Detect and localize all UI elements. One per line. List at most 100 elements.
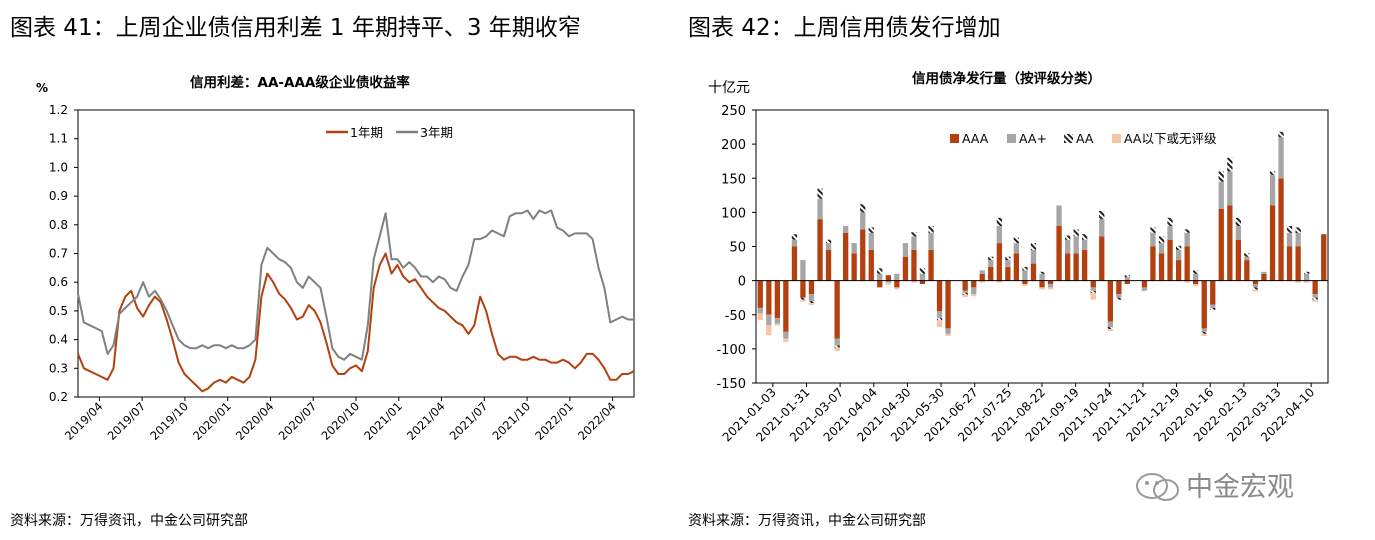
bar-segment-aa [928, 226, 934, 233]
bar-segment-aaa [911, 249, 917, 281]
y-tick-label: -100 [716, 343, 746, 358]
bar-segment-aa-plus [1201, 328, 1207, 332]
bar-segment-aa [1304, 271, 1310, 274]
bar-segment-aaa [1141, 280, 1148, 288]
y-tick-label: -150 [716, 377, 746, 392]
legend-label: 3年期 [420, 125, 453, 140]
bar-segment-aa-plus [1141, 287, 1148, 291]
bar-segment-aa-plus [1252, 284, 1259, 288]
left-source-note: 资料来源：万得资讯，中金公司研究部 [10, 513, 248, 529]
bar-segment-aa-plus [1278, 137, 1284, 179]
bar-segment-aa [1269, 171, 1276, 175]
bar-segment-aa [817, 188, 823, 199]
bar-segment-aa [1124, 275, 1130, 278]
legend-swatch [1007, 134, 1016, 143]
y-tick-label: 150 [721, 172, 746, 187]
bar-segment-aaa [1278, 178, 1284, 281]
left-figure-heading: 图表 41：上周企业债信用利差 1 年期持平、3 年期收窄 [10, 15, 581, 41]
bar-segment-aa-plus [1304, 273, 1310, 281]
bar-segment-aa [1235, 217, 1241, 226]
bar-segment-aa [1252, 287, 1259, 290]
legend-label: 1年期 [350, 125, 383, 140]
bar-segment-aa [877, 268, 883, 274]
y-axis-unit: 十亿元 [708, 80, 750, 96]
bar-segment-aa [1167, 217, 1173, 226]
legend-label: AAA [962, 131, 989, 146]
bar-segment-aaa [1227, 205, 1233, 281]
y-tick-label: 0 [738, 275, 746, 290]
bar-segment-aa [988, 256, 994, 261]
bar-segment-aa [1295, 227, 1301, 233]
y-axis-unit: % [36, 81, 48, 95]
bar-segment-aa [962, 292, 968, 295]
x-tick-label: 2020/04 [233, 399, 277, 443]
bar-segment-below-aa [911, 280, 917, 283]
wechat-watermark-icon [1136, 473, 1179, 501]
y-tick-label: 50 [729, 241, 746, 256]
bar-segment-aaa [1047, 280, 1054, 284]
bar-segment-aaa [919, 280, 926, 284]
bar-segment-aa-plus [1116, 294, 1122, 298]
bar-segment-aa [1312, 297, 1318, 300]
bar-segment-below-aa [766, 325, 772, 336]
bar-segment-aa [1184, 229, 1190, 233]
bar-segment-aa-plus [1184, 232, 1190, 247]
bar-segment-aaa [1184, 246, 1190, 281]
bar-segment-aa-plus [1193, 273, 1199, 281]
bar-segment-below-aa [1295, 280, 1301, 283]
issuance-bar-chart: 十亿元-150-100-500501001502002502021-01-032… [708, 80, 1329, 444]
bar-segment-aaa [1321, 234, 1327, 281]
bar-segment-aa-plus [800, 260, 806, 281]
bar-segment-aa-plus [774, 318, 780, 324]
bar-segment-aa [1210, 307, 1216, 310]
x-tick-label: 2019/07 [105, 399, 149, 443]
bar-segment-aa [911, 232, 917, 237]
bar-segment-aaa [1116, 280, 1122, 295]
bar-segment-aa-plus [1295, 232, 1301, 247]
bar-segment-aa-plus [1150, 232, 1156, 247]
bar-segment-aaa [1022, 280, 1028, 284]
legend-label: AA [1076, 131, 1094, 146]
bar-segment-below-aa [1304, 280, 1310, 283]
bar-segment-aaa [868, 249, 874, 281]
bar-segment-aaa [936, 280, 943, 312]
bar-segment-aa-plus [1005, 260, 1011, 267]
bar-segment-aa [1039, 271, 1045, 274]
bar-segment-aa [868, 227, 874, 233]
bar-segment-aaa [1167, 239, 1173, 281]
bar-segment-aa [1193, 270, 1199, 274]
bar-segment-aaa [1013, 253, 1019, 281]
bar-segment-aa-plus [1261, 271, 1267, 274]
bar-segment-aaa [860, 229, 866, 281]
bar-segment-aa-plus [988, 260, 994, 267]
bar-segment-aa-plus [1056, 205, 1062, 226]
bar-segment-aaa [1158, 253, 1165, 281]
bar-segment-aa [1099, 211, 1105, 220]
bar-segment-aa [834, 345, 840, 348]
bar-segment-aaa [1210, 280, 1216, 305]
bar-segment-below-aa [757, 313, 763, 321]
y-tick-label: 0.9 [49, 189, 68, 203]
bar-segment-aaa [902, 256, 909, 281]
bar-segment-aa-plus [1082, 239, 1088, 250]
bar-segment-aa-plus [1176, 249, 1182, 261]
bar-segment-aa-plus [911, 236, 917, 250]
y-tick-label: 0.8 [49, 218, 68, 232]
y-tick-label: 0.7 [49, 247, 68, 261]
x-tick-label: 2020/10 [318, 399, 362, 443]
x-tick-label: 2020/07 [276, 399, 320, 443]
y-tick-label: 1.1 [49, 132, 68, 146]
legend-swatch [1112, 134, 1121, 143]
bar-segment-below-aa [1193, 284, 1199, 286]
bar-segment-aa-plus [1039, 273, 1045, 281]
bar-segment-aa-plus [1158, 243, 1165, 254]
bar-segment-aaa [851, 253, 857, 281]
bar-segment-aa-plus [1269, 174, 1276, 206]
bar-segment-below-aa [979, 280, 985, 283]
right-figure-heading: 图表 42：上周信用债发行增加 [688, 15, 1001, 41]
bar-segment-aaa [1252, 280, 1259, 284]
bar-segment-aaa [800, 280, 806, 298]
bar-segment-aa-plus [885, 280, 891, 283]
bar-segment-aa [936, 318, 943, 321]
bar-segment-aaa [817, 219, 823, 281]
